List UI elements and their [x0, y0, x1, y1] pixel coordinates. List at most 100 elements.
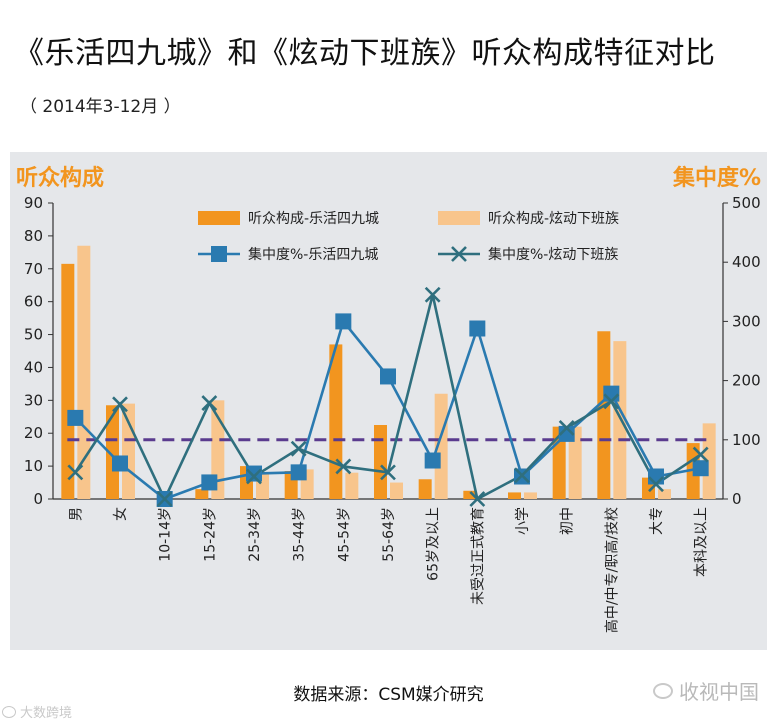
category-label: 高中/中专/职高/技校	[603, 507, 620, 633]
marker-square	[290, 464, 307, 481]
category-label: 大专	[649, 507, 665, 535]
marker-square	[201, 474, 218, 491]
bar-xuandong	[568, 426, 582, 499]
marker-x	[201, 395, 218, 412]
page-subtitle: （ 2014年3-12月 ）	[20, 97, 181, 117]
right-tick-label: 200	[732, 372, 761, 390]
left-axis-title: 听众构成	[16, 166, 105, 191]
watermark-left: 大数跨境	[2, 702, 72, 721]
marker-x	[603, 393, 620, 410]
marker-square	[335, 313, 352, 330]
bar-xuandong	[613, 341, 627, 499]
bar-xuandong	[390, 482, 403, 499]
right-axis-title: 集中度%	[672, 166, 761, 191]
marker-x	[290, 440, 307, 457]
category-label: 65岁及以上	[426, 507, 442, 581]
marker-x	[246, 468, 262, 485]
marker-x	[469, 491, 486, 507]
bar-xuandong	[122, 403, 135, 499]
watermark-right: 收视中国	[653, 676, 759, 705]
bar-lehuo	[463, 490, 477, 499]
left-tick-label: 50	[24, 326, 43, 344]
legend-label: 集中度%-乐活四九城	[248, 246, 378, 263]
bar-lehuo	[418, 479, 432, 499]
category-label: 25-34岁	[247, 507, 263, 562]
bar-lehuo	[508, 492, 521, 499]
bar-lehuo	[329, 344, 343, 499]
marker-square	[67, 409, 84, 426]
marker-x	[335, 458, 352, 475]
marker-x	[424, 286, 441, 303]
bar-xuandong	[524, 492, 537, 499]
marker-square	[380, 368, 396, 385]
category-label: 35-44岁	[292, 507, 308, 562]
legend-marker-x	[451, 246, 467, 262]
bar-xuandong	[702, 423, 716, 499]
category-label: 初中	[559, 507, 576, 535]
legend-label: 集中度%-炫动下班族	[488, 246, 618, 263]
marker-x	[112, 396, 128, 413]
marker-square	[469, 320, 486, 337]
left-tick-label: 90	[24, 194, 43, 212]
category-label: 10-14岁	[158, 507, 174, 562]
marker-square	[112, 455, 128, 472]
marker-x	[380, 464, 396, 481]
marker-x	[514, 467, 530, 484]
category-label: 未受过正式教育	[470, 507, 486, 605]
left-tick-label: 70	[24, 260, 43, 278]
legend-swatch	[438, 211, 480, 225]
marker-square	[648, 468, 664, 485]
marker-square	[424, 452, 441, 469]
category-label: 男	[68, 507, 84, 521]
marker-square	[692, 460, 709, 477]
left-tick-label: 10	[24, 457, 43, 475]
left-tick-label: 80	[24, 227, 43, 245]
right-tick-label: 300	[732, 312, 761, 330]
chart-panel	[10, 152, 767, 650]
marker-x	[156, 491, 173, 507]
wechat-logo-icon	[2, 705, 16, 718]
marker-square	[603, 385, 620, 402]
marker-x	[692, 446, 709, 463]
source-note: 数据来源：CSM媒介研究	[293, 685, 484, 705]
bar-xuandong	[345, 472, 359, 499]
bar-lehuo	[374, 425, 387, 499]
category-label: 女	[112, 507, 129, 521]
bar-lehuo	[597, 331, 611, 499]
bar-lehuo	[195, 489, 209, 499]
page-title: 《乐活四九城》和《炫动下班族》听众构成特征对比	[14, 36, 716, 71]
bar-lehuo	[61, 263, 75, 499]
legend-swatch	[198, 211, 240, 225]
marker-x	[67, 464, 84, 481]
bar-xuandong	[77, 245, 91, 499]
left-tick-label: 20	[24, 424, 43, 442]
right-tick-label: 500	[732, 194, 761, 212]
watermark-left-text: 大数跨境	[20, 706, 73, 721]
bar-xuandong	[658, 489, 671, 499]
legend-marker-square	[211, 246, 227, 262]
marker-x	[558, 420, 575, 436]
bar-xuandong	[434, 393, 448, 499]
legend-label: 听众构成-乐活四九城	[248, 211, 379, 227]
left-tick-label: 40	[24, 358, 43, 376]
category-label: 15-24岁	[202, 507, 218, 562]
left-tick-label: 0	[33, 490, 43, 508]
right-tick-label: 0	[732, 490, 742, 508]
legend-label: 听众构成-炫动下班族	[488, 211, 619, 227]
marker-square	[246, 465, 262, 482]
left-tick-label: 60	[24, 293, 43, 311]
category-label: 55-64岁	[381, 507, 397, 562]
bar-lehuo	[106, 405, 119, 499]
category-label: 45-54岁	[336, 507, 352, 562]
marker-x	[648, 476, 664, 493]
bar-xuandong	[211, 400, 225, 499]
wechat-logo-icon	[653, 682, 673, 699]
watermark-right-text: 收视中国	[679, 680, 759, 704]
marker-square	[558, 425, 575, 442]
right-tick-label: 400	[732, 253, 761, 271]
category-label: 本科及以上	[694, 507, 710, 577]
category-label: 小学	[515, 507, 531, 535]
left-tick-label: 30	[24, 391, 43, 409]
right-tick-label: 100	[732, 431, 761, 449]
